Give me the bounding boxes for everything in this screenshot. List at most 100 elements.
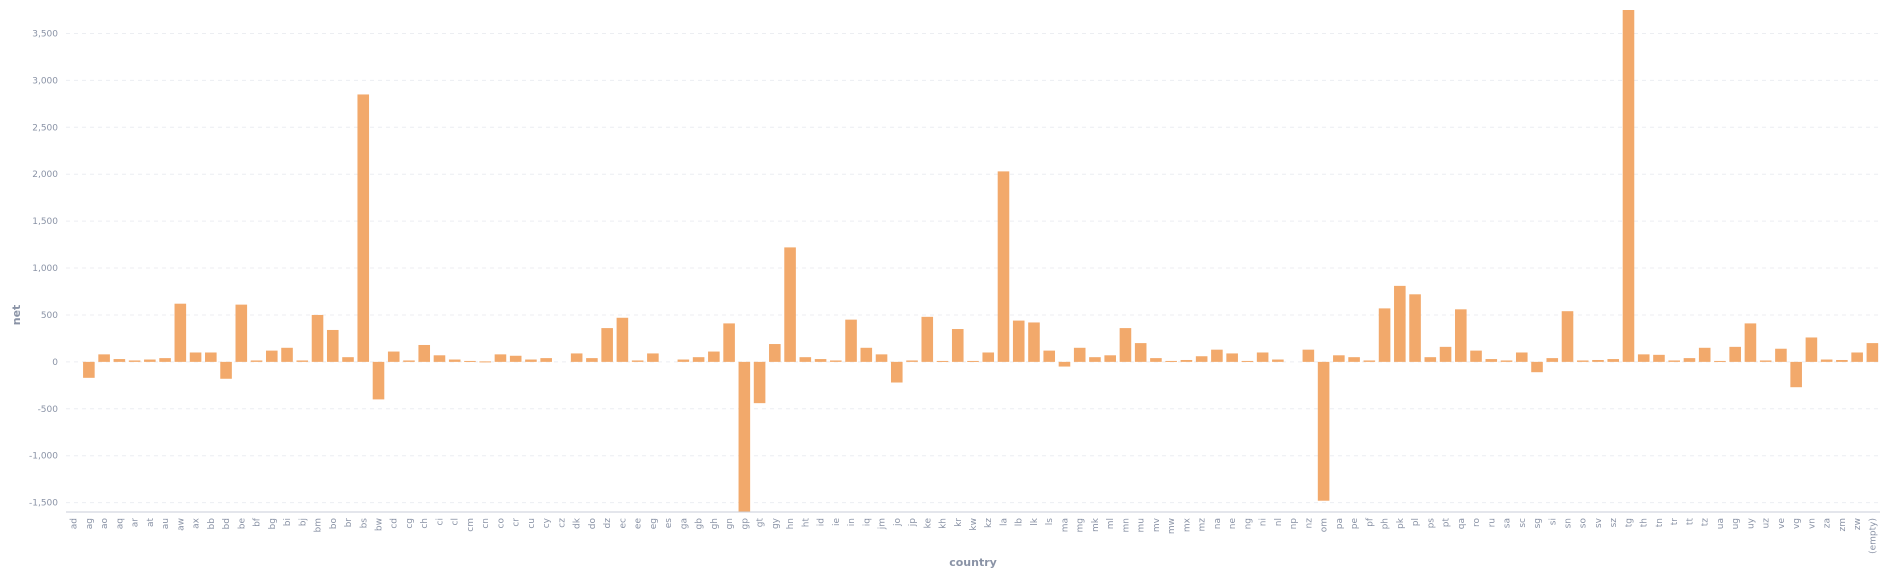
x-tick-label: gb [695,518,705,530]
x-tick-label: ma [1060,518,1070,532]
bar [997,171,1010,362]
bar [769,344,781,362]
x-tick-label: bs [359,518,369,529]
bar [113,359,126,362]
x-tick-label: aq [115,518,125,529]
x-tick-label: ru [1487,518,1497,527]
x-tick-label: hn [786,518,796,529]
bar [723,323,735,362]
x-tick-label: qa [1457,518,1467,529]
bars [83,10,1879,512]
x-tick-label: bg [268,518,278,529]
y-tick-label: 2,000 [32,170,58,180]
x-tick-label: bw [374,518,384,531]
bar [418,344,431,362]
bar [1012,320,1025,362]
x-tick-label: ua [1716,518,1726,529]
bar [1073,347,1086,362]
x-tick-label: sa [1503,518,1513,528]
bar [1043,350,1056,362]
x-tick-label: gh [710,518,720,529]
x-tick-label: ar [131,518,141,528]
x-tick-label: pa [1335,518,1345,529]
x-tick-label: mv [1152,517,1162,532]
bar [1851,352,1863,362]
x-tick-label: cu [527,518,537,529]
bar [1028,322,1040,362]
x-tick-label: mg [1076,518,1086,532]
x-tick-label: sn [1564,518,1574,528]
x-tick-label: ps [1426,518,1436,529]
x-tick-label: nz [1304,518,1314,529]
bar [692,357,705,362]
bar [525,359,537,362]
x-tick-label: zm [1838,518,1848,532]
bar [479,361,491,363]
bar [1744,323,1757,362]
x-tick-label: ec [618,518,628,529]
y-axis-title: net [10,305,23,326]
x-tick-label: at [146,518,156,528]
x-tick-label: ci [435,518,445,525]
x-tick-label: kz [984,518,994,528]
x-tick-label: bf [253,517,263,527]
bar [1119,328,1132,362]
bar [570,353,583,362]
bar [830,360,842,362]
x-axis-ticks: ad ag ao aq ar at au aw ax bb bd be bf bg bi bj bm bo br bs… [70,517,1879,554]
x-tick-label: mn [1121,518,1131,532]
bar [159,358,171,362]
x-tick-label: ao [100,518,110,530]
x-tick-label: iq [862,518,872,526]
bar [784,247,796,362]
bar [601,328,613,362]
x-tick-label: id [817,518,827,526]
bar [189,352,202,362]
x-tick-label: mz [1198,518,1208,532]
bar [448,359,461,362]
x-tick-label: bm [314,518,324,532]
gridlines [66,32,1880,504]
bar [814,359,827,362]
x-tick-label: jm [878,518,888,530]
x-tick-label: np [1289,518,1299,530]
x-tick-label: es [664,518,674,529]
x-tick-label: br [344,518,354,528]
x-tick-label: be [237,518,247,530]
x-tick-label: ve [1777,518,1787,529]
bar [708,351,720,362]
bar [1394,285,1406,362]
x-tick-label: ag [85,518,95,529]
bar [311,314,324,362]
x-tick-label: bd [222,518,232,529]
x-tick-label: cg [405,518,415,529]
x-tick-label: so [1579,518,1589,529]
x-tick-label: zw [1853,518,1863,530]
bar [1089,357,1101,362]
x-tick-label: tr [1670,518,1680,526]
bar [906,360,918,362]
x-tick-label: lk [1030,517,1040,526]
x-tick-label: cr [512,518,522,527]
bar [128,360,141,362]
bar [205,352,217,362]
x-tick-label: gt [756,518,766,528]
bar [1531,361,1543,373]
bar [1058,361,1071,367]
bar [1546,358,1559,362]
x-tick-label: bb [207,518,217,530]
bar [433,355,446,362]
bar [1363,360,1376,362]
bar [1455,309,1467,362]
bar [326,329,339,362]
bar [174,303,187,362]
bar [1424,357,1437,362]
x-tick-label: vg [1792,518,1802,529]
bar [1668,360,1681,362]
x-tick-label: aw [176,518,186,531]
x-tick-label: pl [1411,518,1421,526]
bar [1653,354,1665,362]
y-tick-label: 3,500 [32,29,58,39]
x-tick-label: in [847,518,857,526]
